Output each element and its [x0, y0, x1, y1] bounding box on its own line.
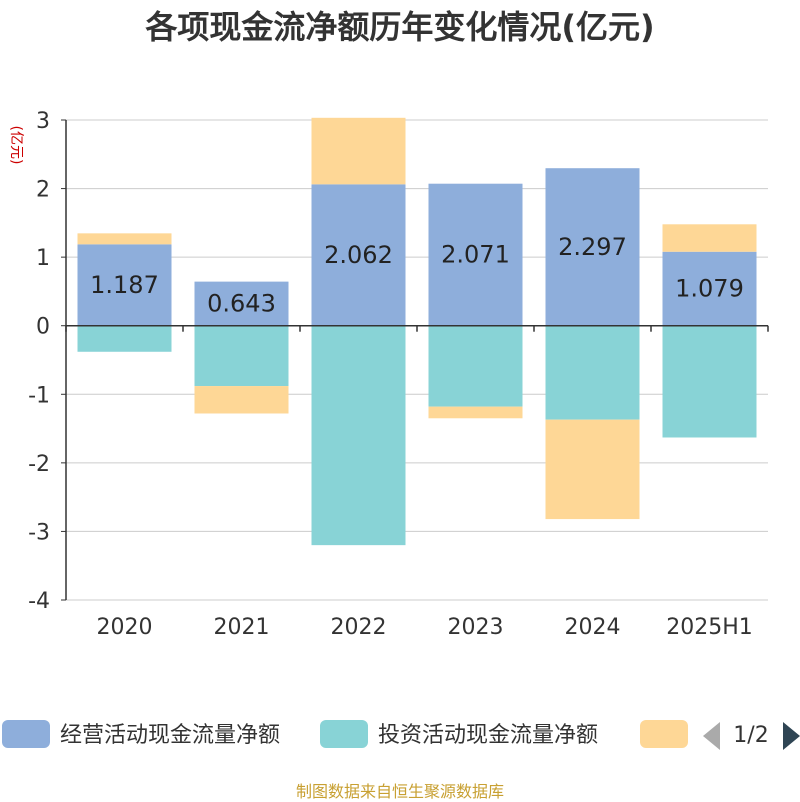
y-tick-label: -1 [28, 383, 50, 408]
y-axis-label: (亿元) [8, 126, 24, 165]
data-label: 2.062 [324, 241, 393, 269]
x-tick-label: 2024 [565, 615, 621, 640]
bar-operating-2023[interactable] [428, 183, 523, 326]
grid-layer [66, 119, 768, 601]
data-label: 1.079 [675, 275, 744, 303]
axis-layer: -4 -3 -2 -1 0 1 2 3 (亿元) 2020 2021 2022 2023 2024 2025… [8, 109, 769, 640]
y-tick-label: 2 [36, 178, 50, 203]
y-tick-label: -2 [28, 452, 50, 477]
data-label: 2.297 [558, 233, 627, 261]
legend-prev-page-icon[interactable] [703, 722, 720, 750]
bar-investing-2021[interactable] [194, 325, 289, 387]
legend-page-indicator: 1/2 [733, 723, 768, 748]
bar-investing-2023[interactable] [428, 325, 523, 407]
legend-label-investing[interactable]: 投资活动现金流量净额 [378, 723, 598, 748]
y-tick-label: 3 [36, 109, 50, 134]
data-source-note: 制图数据来自恒生聚源数据库 [295, 782, 504, 801]
chart-title: 各项现金流净额历年变化情况(亿元) [145, 8, 655, 46]
legend-swatch-operating[interactable] [2, 720, 50, 748]
bar-operating-2020[interactable] [77, 244, 172, 326]
bar-financing-2024[interactable] [545, 419, 640, 520]
legend-swatch-financing[interactable] [640, 720, 688, 748]
y-tick-label: -3 [28, 520, 50, 545]
bar-financing-2021[interactable] [194, 386, 289, 414]
x-tick-label: 2023 [448, 615, 504, 640]
x-tick-label: 2025H1 [666, 615, 753, 640]
y-tick-label: 0 [36, 315, 50, 340]
x-tick-label: 2021 [214, 615, 270, 640]
bar-investing-2025H1[interactable] [662, 325, 757, 438]
y-tick-label: -4 [28, 589, 50, 614]
bar-financing-2023[interactable] [428, 406, 523, 419]
bar-investing-2020[interactable] [77, 325, 172, 352]
legend-label-operating[interactable]: 经营活动现金流量净额 [60, 723, 280, 748]
legend: 经营活动现金流量净额 投资活动现金流量净额 1/2 [2, 720, 800, 750]
data-label: 0.643 [207, 290, 276, 318]
bar-financing-2025H1[interactable] [662, 224, 757, 252]
data-label: 1.187 [90, 271, 159, 299]
bar-operating-2024[interactable] [545, 168, 640, 326]
bar-operating-2025H1[interactable] [662, 251, 757, 326]
bar-investing-2024[interactable] [545, 325, 640, 420]
bar-layer [77, 117, 757, 546]
bar-operating-2021[interactable] [194, 281, 289, 326]
legend-next-page-icon[interactable] [783, 722, 800, 750]
label-layer: 1.187 0.643 2.062 2.071 2.297 1.079 [90, 233, 744, 318]
x-tick-label: 2020 [97, 615, 153, 640]
data-label: 2.071 [441, 241, 510, 269]
bar-financing-2022[interactable] [311, 117, 406, 185]
x-tick-label: 2022 [331, 615, 387, 640]
y-tick-label: 1 [36, 246, 50, 271]
bar-investing-2022[interactable] [311, 325, 406, 546]
bar-operating-2022[interactable] [311, 184, 406, 326]
legend-swatch-investing[interactable] [320, 720, 368, 748]
bar-financing-2020[interactable] [77, 233, 172, 245]
